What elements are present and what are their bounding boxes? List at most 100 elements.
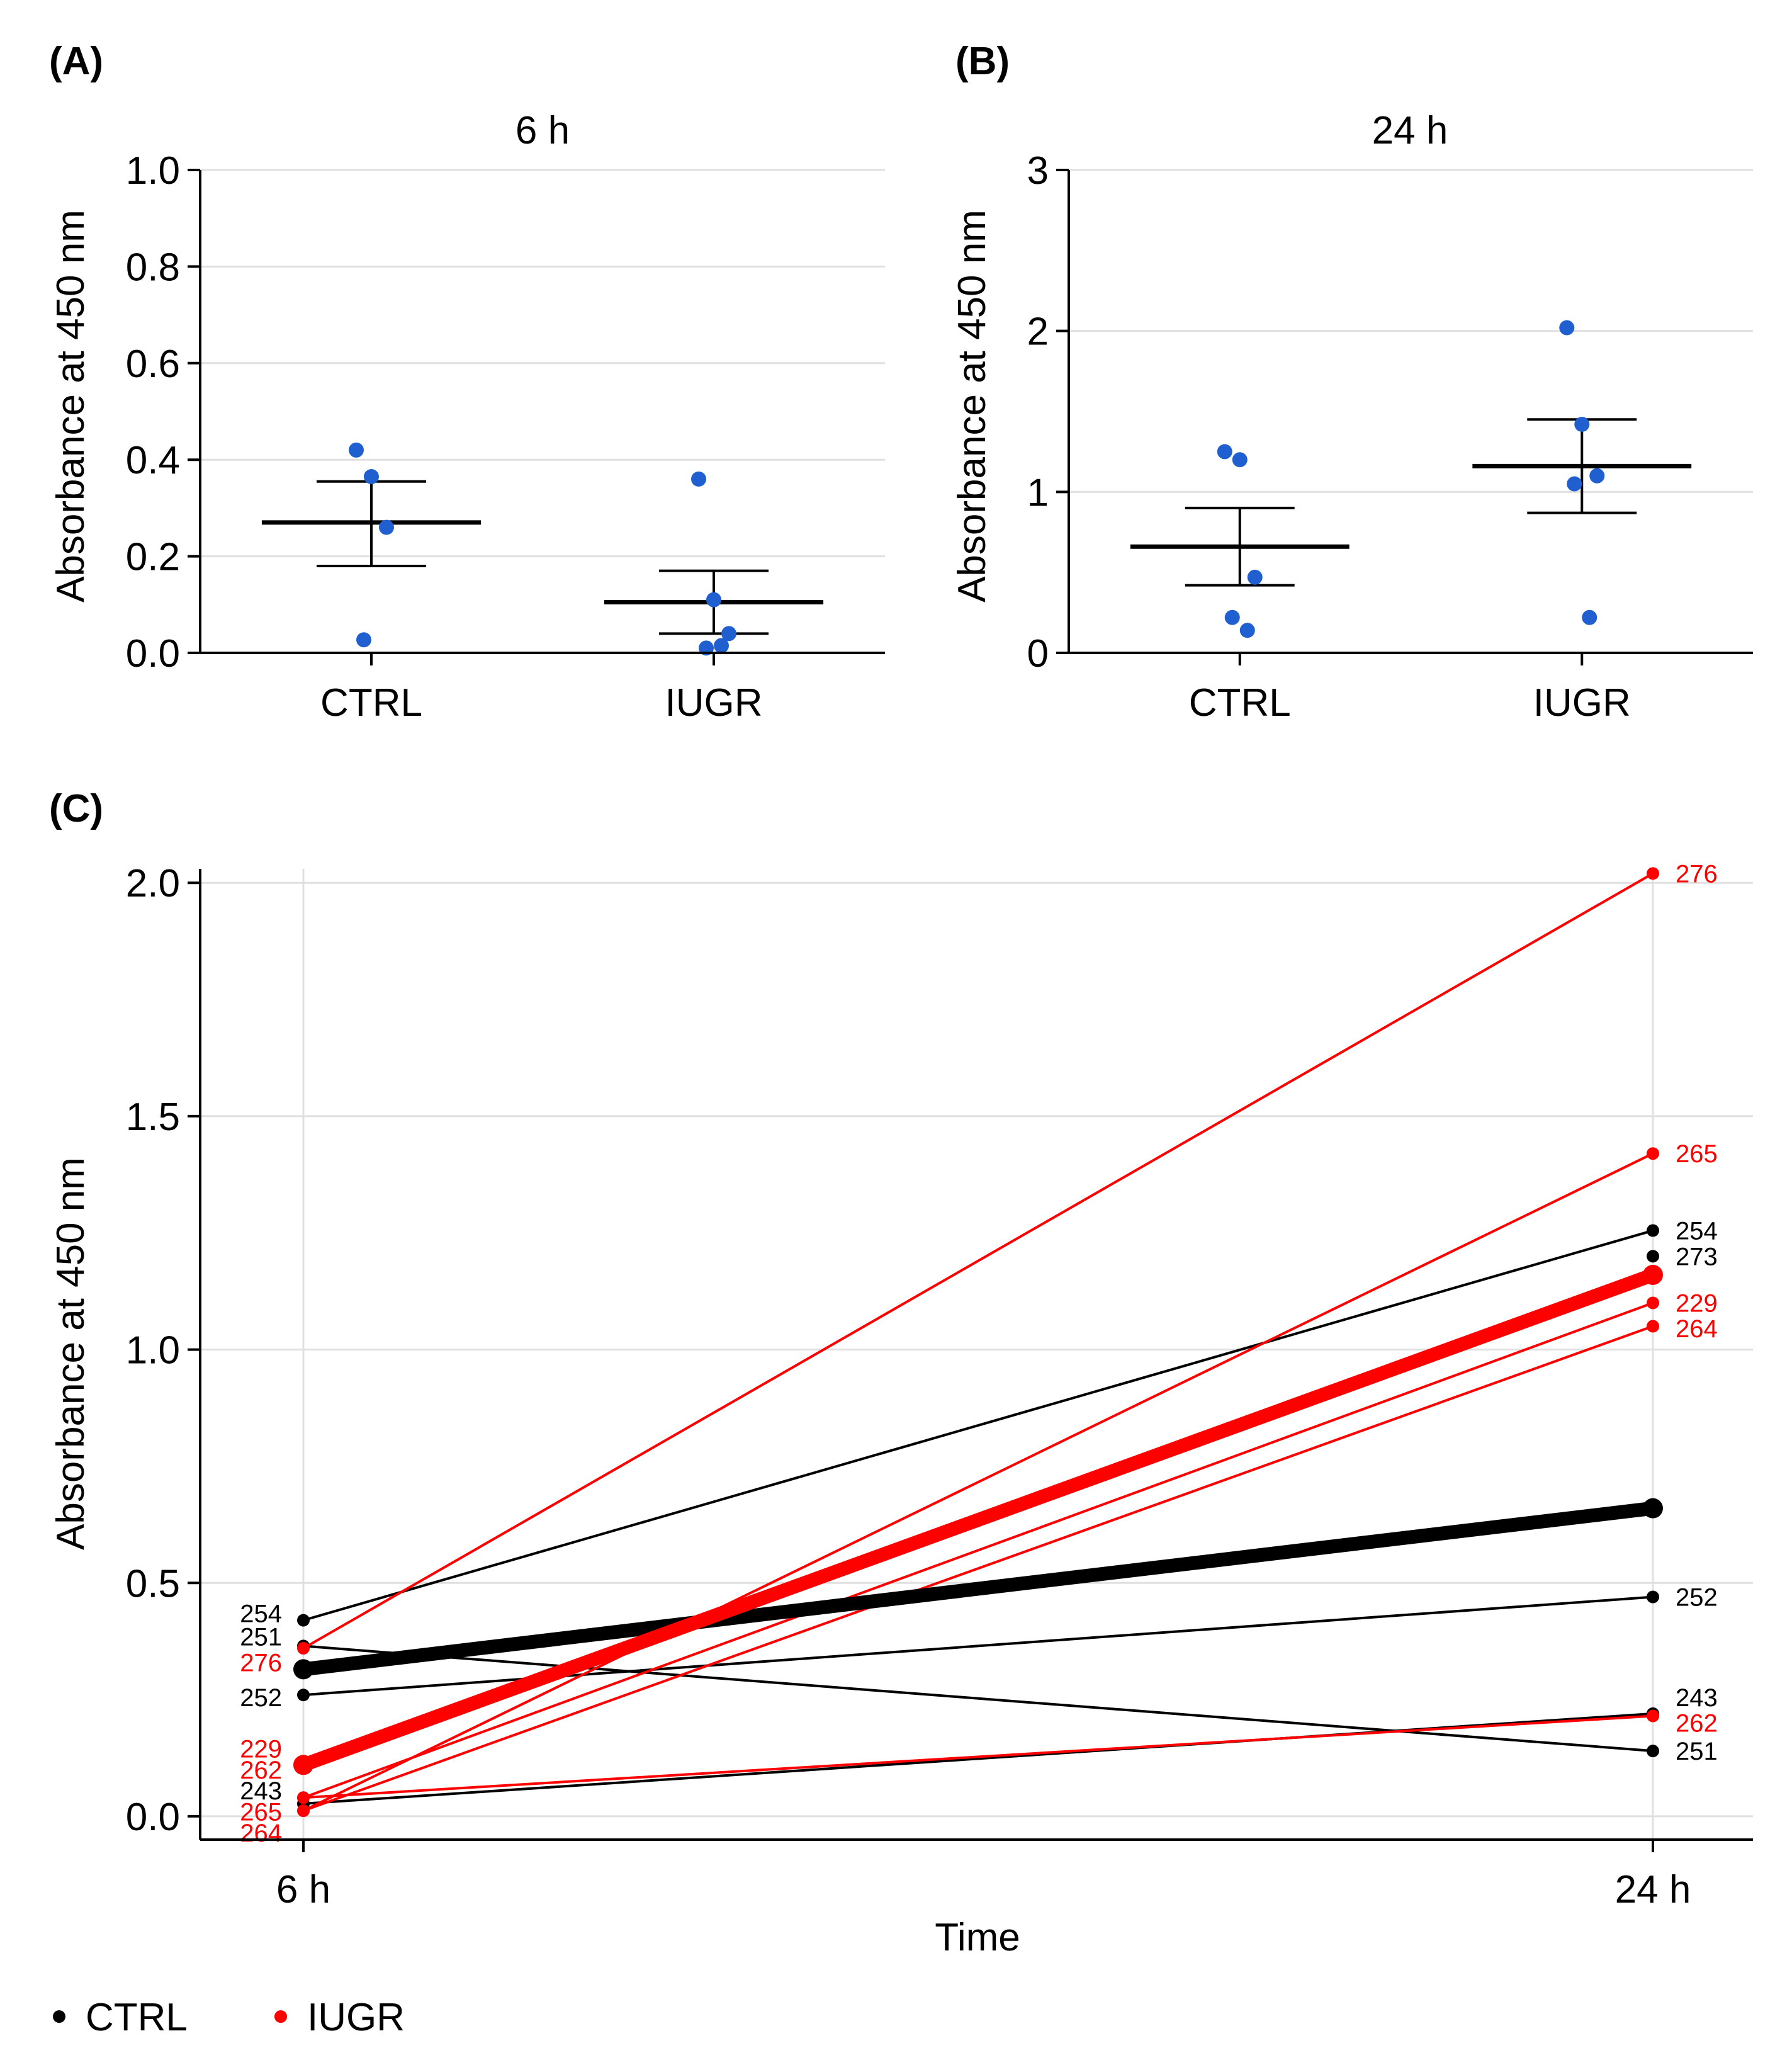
series-point-252 bbox=[297, 1689, 310, 1702]
x-tick-label: CTRL bbox=[320, 681, 422, 725]
data-point bbox=[1232, 452, 1248, 468]
series-point-254 bbox=[1647, 1224, 1659, 1237]
legend-iugr-marker bbox=[274, 2010, 287, 2023]
left-series-label: 243 bbox=[240, 1777, 282, 1805]
data-point bbox=[1224, 609, 1240, 625]
y-tick-label: 1 bbox=[1027, 471, 1049, 514]
x-tick-label: CTRL bbox=[1189, 681, 1291, 725]
y-tick-label: 2 bbox=[1027, 310, 1049, 354]
x-tick-label: IUGR bbox=[1533, 681, 1631, 725]
data-point bbox=[1589, 468, 1605, 484]
data-point bbox=[706, 592, 721, 608]
panel-a-marks bbox=[261, 442, 824, 656]
data-point bbox=[1239, 623, 1255, 638]
mean-point-ctrl bbox=[1643, 1498, 1663, 1519]
panel-c-x-axis-label: Time bbox=[935, 1916, 1020, 1959]
series-point-254 bbox=[297, 1614, 310, 1627]
panel-a-axes: 0.0 0.2 0.4 0.6 0.8 1.0 CTRL IUGR bbox=[126, 149, 885, 725]
data-point bbox=[1567, 476, 1582, 492]
data-point bbox=[691, 471, 706, 487]
panel-c-y-axis-label: Absorbance at 450 nm bbox=[49, 1157, 93, 1550]
left-series-label: 276 bbox=[240, 1649, 282, 1677]
panel-c-axes: 0.0 0.5 1.0 1.5 2.0 6 h 24 h bbox=[126, 862, 1753, 1911]
series-point-265 bbox=[1647, 1147, 1659, 1160]
data-point bbox=[1559, 320, 1575, 336]
series-point-262 bbox=[1647, 1709, 1659, 1723]
data-point bbox=[349, 442, 364, 458]
legend: CTRL IUGR bbox=[53, 1996, 405, 2039]
series-point-276 bbox=[1647, 867, 1659, 880]
series-point-264 bbox=[1647, 1320, 1659, 1333]
left-series-label: 265 bbox=[240, 1799, 282, 1826]
series-point-273 bbox=[1647, 1250, 1659, 1263]
series-point-276 bbox=[297, 1642, 310, 1655]
series-point-264 bbox=[297, 1804, 310, 1818]
panel-b-axes: 0 1 2 3 CTRL IUGR bbox=[1027, 149, 1753, 725]
data-point bbox=[1574, 416, 1590, 432]
panel-a: (A) 6 h 0.0 0.2 0.4 0.6 0.8 1.0 CTRL IUGR Absor… bbox=[49, 40, 885, 725]
panel-a-label: (A) bbox=[49, 40, 103, 83]
left-series-label: 229 bbox=[240, 1735, 282, 1763]
data-point bbox=[1582, 609, 1598, 625]
data-point bbox=[1217, 444, 1232, 460]
left-series-label: 262 bbox=[240, 1757, 282, 1784]
series-line-265 bbox=[303, 1152, 1654, 1812]
series-line-251 bbox=[303, 1644, 1654, 1753]
data-point bbox=[356, 632, 371, 648]
mean-line-iugr bbox=[296, 1267, 1660, 1772]
data-point bbox=[714, 638, 729, 654]
y-tick-label: 1.0 bbox=[126, 1329, 180, 1372]
data-point bbox=[379, 519, 394, 535]
right-series-label: 273 bbox=[1676, 1243, 1718, 1271]
x-tick-label: IUGR bbox=[665, 681, 763, 725]
series-point-262 bbox=[297, 1791, 310, 1804]
mean-point-iugr bbox=[1643, 1264, 1663, 1285]
panel-b-title: 24 h bbox=[1372, 109, 1448, 152]
y-tick-label: 0 bbox=[1027, 632, 1049, 676]
series-point-252 bbox=[1647, 1590, 1659, 1604]
y-tick-label: 0.4 bbox=[126, 439, 180, 482]
x-tick-label: 24 h bbox=[1615, 1868, 1691, 1911]
left-series-label: 251 bbox=[240, 1624, 282, 1651]
mean-point-iugr bbox=[293, 1755, 313, 1775]
left-series-label: 252 bbox=[240, 1684, 282, 1712]
panel-c: (C) 254251276252229262243265264276265254… bbox=[49, 787, 1753, 1959]
data-point bbox=[364, 469, 379, 485]
x-tick-label: 6 h bbox=[276, 1868, 330, 1911]
panel-a-y-axis-label: Absorbance at 450 nm bbox=[49, 210, 93, 603]
y-tick-label: 0.0 bbox=[126, 1796, 180, 1839]
panel-b-gridlines bbox=[1069, 169, 1753, 654]
legend-ctrl-marker bbox=[53, 2010, 65, 2023]
series-line-229 bbox=[303, 1301, 1654, 1799]
panel-b-y-axis-label: Absorbance at 450 nm bbox=[950, 210, 994, 603]
right-series-label: 252 bbox=[1676, 1584, 1718, 1612]
right-series-label: 254 bbox=[1676, 1218, 1718, 1245]
mean-point-ctrl bbox=[293, 1659, 313, 1680]
right-series-label: 264 bbox=[1676, 1315, 1718, 1343]
y-tick-label: 2.0 bbox=[126, 862, 180, 905]
series-line-254 bbox=[303, 1229, 1654, 1622]
y-tick-label: 0.2 bbox=[126, 536, 180, 579]
series-line-276 bbox=[303, 872, 1654, 1650]
legend-ctrl-label: CTRL bbox=[86, 1996, 188, 2039]
legend-iugr-label: IUGR bbox=[307, 1996, 405, 2039]
data-point bbox=[1247, 569, 1263, 585]
right-series-label: 265 bbox=[1676, 1140, 1718, 1168]
y-tick-label: 0.5 bbox=[126, 1562, 180, 1605]
panel-c-label: (C) bbox=[49, 787, 103, 830]
right-series-label: 262 bbox=[1676, 1710, 1718, 1738]
series-point-229 bbox=[1647, 1296, 1659, 1310]
left-series-label: 254 bbox=[240, 1600, 282, 1627]
panel-a-gridlines bbox=[200, 169, 885, 654]
y-tick-label: 3 bbox=[1027, 149, 1049, 193]
right-series-label: 276 bbox=[1676, 860, 1718, 888]
series-line-264 bbox=[303, 1325, 1654, 1812]
data-point bbox=[721, 626, 736, 642]
panel-b-marks bbox=[1130, 320, 1692, 638]
y-tick-label: 1.5 bbox=[126, 1095, 180, 1139]
panel-b: (B) 24 h 0 1 2 3 CTRL IUGR Absorbance at 450 … bbox=[950, 40, 1753, 725]
y-tick-label: 0.0 bbox=[126, 632, 180, 676]
panel-a-title: 6 h bbox=[516, 109, 570, 152]
panel-c-marks: 2542512762522292622432652642762652542732… bbox=[240, 860, 1718, 1847]
